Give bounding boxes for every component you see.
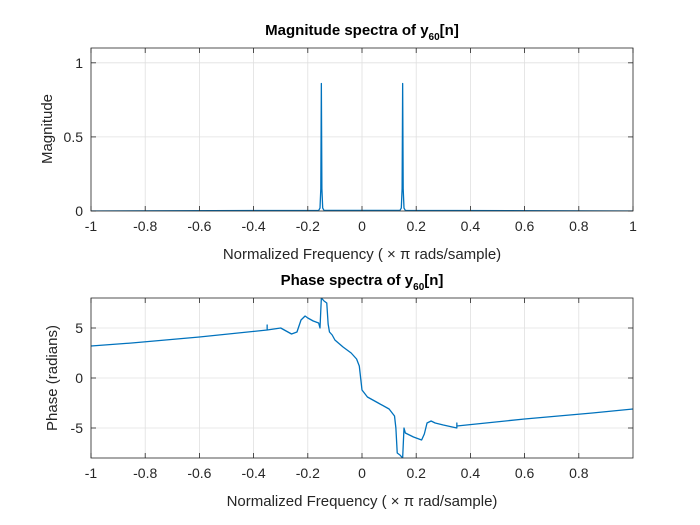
phase-x-tick-label: -0.6 bbox=[187, 465, 211, 481]
phase-x-tick-label: -0.2 bbox=[296, 465, 320, 481]
phase-y-tick-label: -5 bbox=[71, 420, 84, 436]
magnitude-x-tick-label: 0.6 bbox=[515, 218, 535, 234]
magnitude-x-tick-label: 0 bbox=[358, 218, 366, 234]
phase-grid bbox=[90, 298, 633, 458]
magnitude-title: Magnitude spectra of y60[n] bbox=[265, 22, 459, 43]
magnitude-y-tick-label: 0 bbox=[75, 203, 83, 219]
magnitude-x-tick-label: 0.8 bbox=[569, 218, 589, 234]
phase-x-axis-label: Normalized Frequency ( × π rad/sample) bbox=[227, 493, 498, 510]
magnitude-x-tick-label: -0.2 bbox=[296, 218, 320, 234]
phase-x-tick-label: 0.2 bbox=[406, 465, 426, 481]
magnitude-x-axis-label: Normalized Frequency ( × π rads/sample) bbox=[223, 246, 501, 263]
magnitude-x-tick-label: 0.4 bbox=[461, 218, 481, 234]
magnitude-y-axis-label: Magnitude bbox=[39, 94, 56, 164]
phase-x-tick-label: 0.8 bbox=[569, 465, 589, 481]
phase-x-tick-label: 0.6 bbox=[515, 465, 535, 481]
phase-x-tick-label: -1 bbox=[85, 465, 98, 481]
magnitude-x-tick-label: -1 bbox=[85, 218, 98, 234]
magnitude-x-tick-label: -0.4 bbox=[242, 218, 266, 234]
magnitude-x-tick-label: -0.6 bbox=[187, 218, 211, 234]
phase-title: Phase spectra of y60[n] bbox=[281, 272, 444, 293]
phase-x-tick-label: -0.8 bbox=[133, 465, 157, 481]
phase-y-axis-label: Phase (radians) bbox=[44, 325, 61, 431]
magnitude-y-tick-label: 0.5 bbox=[64, 129, 84, 145]
phase-series bbox=[91, 298, 633, 458]
phase-ticks: -1 -0.8 -0.6 -0.4 -0.2 0 0.2 0.4 0.6 0.8 -5 0 5 bbox=[71, 298, 633, 481]
magnitude-ticks: -1 -0.8 -0.6 -0.4 -0.2 0 0.2 0.4 0.6 0.8 1 0 0.5 1 bbox=[64, 48, 637, 234]
phase-x-tick-label: 0.4 bbox=[461, 465, 481, 481]
phase-series-line bbox=[91, 298, 633, 458]
phase-y-tick-label: 0 bbox=[75, 370, 83, 386]
magnitude-x-tick-label: 0.2 bbox=[406, 218, 426, 234]
phase-y-tick-label: 5 bbox=[75, 320, 83, 336]
magnitude-x-tick-label: -0.8 bbox=[133, 218, 157, 234]
magnitude-y-tick-label: 1 bbox=[75, 55, 83, 71]
phase-x-tick-label: -0.4 bbox=[242, 465, 266, 481]
phase-x-tick-label: 0 bbox=[358, 465, 366, 481]
phase-panel: -1 -0.8 -0.6 -0.4 -0.2 0 0.2 0.4 0.6 0.8 -5 0 5 Phas… bbox=[44, 272, 634, 510]
magnitude-panel: -1 -0.8 -0.6 -0.4 -0.2 0 0.2 0.4 0.6 0.8 1 0 0.5 1 Ma… bbox=[39, 22, 637, 263]
magnitude-x-tick-label: 1 bbox=[629, 218, 637, 234]
